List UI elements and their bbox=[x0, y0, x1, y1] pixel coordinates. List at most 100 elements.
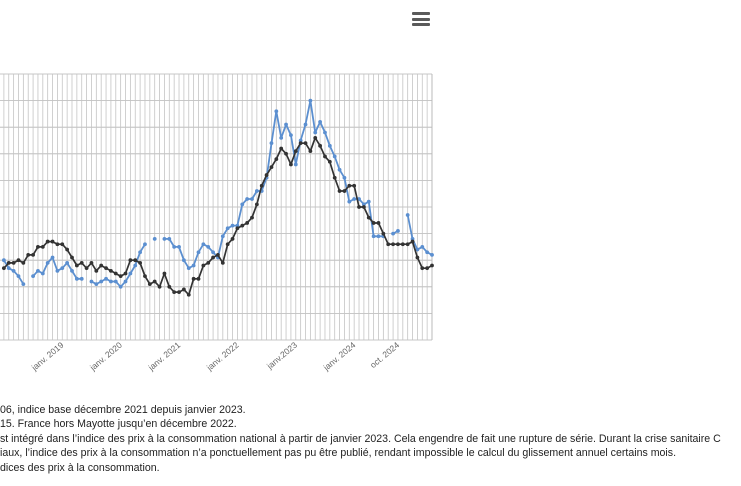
chart-series bbox=[1, 98, 434, 297]
data-point bbox=[11, 268, 16, 273]
data-point bbox=[327, 159, 332, 164]
data-point bbox=[6, 266, 11, 271]
data-point bbox=[293, 149, 298, 154]
data-point bbox=[303, 122, 308, 127]
data-point bbox=[420, 245, 425, 249]
data-point bbox=[361, 205, 366, 209]
data-point bbox=[186, 266, 191, 271]
note-line: 06, indice base décembre 2021 depuis jan… bbox=[0, 404, 246, 416]
data-point bbox=[284, 151, 288, 156]
x-tick-label: janv. 2021 bbox=[146, 340, 183, 373]
data-point bbox=[303, 141, 308, 146]
data-point bbox=[21, 260, 26, 265]
note-line: iaux, l’indice des prix à la consommatio… bbox=[0, 447, 677, 460]
data-point bbox=[391, 242, 395, 247]
x-tick-label: oct. 2024 bbox=[368, 340, 401, 370]
data-point bbox=[225, 226, 230, 231]
data-point bbox=[371, 234, 376, 239]
data-point bbox=[298, 141, 303, 146]
data-point bbox=[332, 154, 337, 159]
data-point bbox=[128, 271, 133, 276]
data-point bbox=[391, 231, 395, 236]
data-point bbox=[167, 237, 172, 241]
data-point bbox=[347, 183, 352, 188]
data-point bbox=[1, 258, 6, 263]
data-point bbox=[342, 175, 347, 180]
data-point bbox=[410, 239, 415, 244]
data-point bbox=[94, 282, 99, 287]
data-point bbox=[84, 266, 89, 271]
data-point bbox=[216, 252, 220, 257]
data-point bbox=[89, 279, 94, 284]
data-point bbox=[70, 255, 74, 260]
data-point bbox=[245, 197, 250, 201]
data-point bbox=[65, 247, 70, 252]
data-point bbox=[206, 245, 211, 249]
data-point bbox=[55, 242, 60, 247]
data-point bbox=[157, 284, 162, 289]
data-point bbox=[138, 250, 143, 255]
data-point bbox=[235, 223, 240, 228]
data-point bbox=[196, 276, 201, 281]
data-point bbox=[284, 122, 288, 127]
x-tick-label: janv. 2024 bbox=[321, 340, 358, 373]
data-point bbox=[40, 245, 45, 249]
hamburger-menu-icon bbox=[412, 12, 430, 26]
data-point bbox=[240, 202, 245, 207]
data-point bbox=[118, 284, 123, 289]
data-point bbox=[172, 290, 177, 295]
data-point bbox=[89, 260, 94, 265]
data-point bbox=[177, 290, 181, 295]
data-point bbox=[133, 263, 138, 268]
data-point bbox=[250, 197, 254, 201]
data-point bbox=[289, 162, 293, 167]
data-point bbox=[60, 266, 65, 271]
series-2 bbox=[1, 135, 434, 297]
data-point bbox=[191, 276, 196, 281]
data-point bbox=[70, 268, 74, 273]
data-point bbox=[269, 141, 274, 146]
data-point bbox=[250, 215, 254, 220]
data-point bbox=[181, 258, 186, 263]
data-point bbox=[206, 260, 211, 265]
data-point bbox=[230, 237, 235, 241]
data-point bbox=[318, 119, 323, 124]
data-point bbox=[162, 237, 167, 241]
x-tick-label: janv. 2020 bbox=[87, 340, 124, 373]
data-point bbox=[133, 258, 138, 263]
data-point bbox=[274, 157, 279, 162]
data-point bbox=[138, 260, 143, 265]
data-point bbox=[327, 143, 332, 148]
data-point bbox=[196, 250, 201, 255]
data-point bbox=[143, 242, 147, 247]
data-point bbox=[21, 282, 26, 287]
data-point bbox=[113, 271, 118, 276]
data-point bbox=[352, 183, 357, 188]
menu-button[interactable] bbox=[412, 12, 430, 28]
x-tick-label: janv. 2022 bbox=[204, 340, 241, 373]
series-line bbox=[406, 214, 433, 256]
data-point bbox=[347, 199, 352, 204]
series-1 bbox=[1, 98, 434, 289]
data-point bbox=[65, 260, 70, 265]
data-point bbox=[31, 252, 35, 257]
data-point bbox=[109, 279, 113, 284]
data-point bbox=[376, 234, 381, 239]
data-point bbox=[16, 274, 21, 279]
data-point bbox=[376, 221, 381, 225]
data-point bbox=[386, 242, 391, 247]
data-point bbox=[191, 263, 196, 268]
data-point bbox=[1, 266, 6, 271]
data-point bbox=[323, 154, 327, 159]
data-point bbox=[254, 189, 259, 193]
data-point bbox=[313, 135, 318, 140]
chart-notes: 06, indice base décembre 2021 depuis jan… bbox=[0, 403, 741, 475]
data-point bbox=[162, 271, 167, 276]
note-line: dices des prix à la consommation. bbox=[0, 461, 160, 474]
data-point bbox=[405, 213, 410, 217]
data-point bbox=[366, 199, 371, 204]
data-point bbox=[16, 258, 21, 263]
data-point bbox=[279, 146, 284, 151]
data-point bbox=[45, 260, 50, 265]
